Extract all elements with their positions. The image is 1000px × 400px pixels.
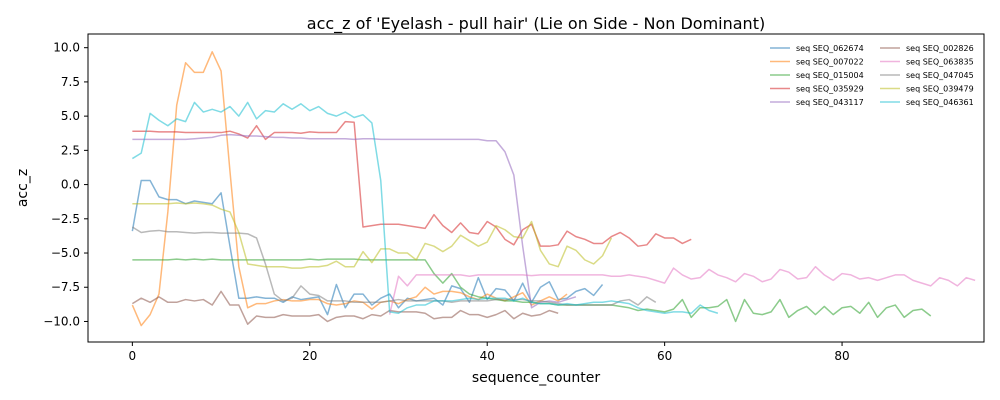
legend-label: seq SEQ_046361: [906, 98, 974, 107]
legend-label: seq SEQ_063835: [906, 58, 974, 67]
chart-title: acc_z of 'Eyelash - pull hair' (Lie on S…: [307, 14, 765, 34]
x-axis: 0 20 40 60 80: [129, 342, 850, 363]
y-tick-label: −2.5: [51, 212, 80, 226]
y-tick-label: −5.0: [51, 246, 80, 260]
legend-label: seq SEQ_015004: [796, 71, 864, 80]
series-line-8: [131, 226, 657, 306]
y-axis-label: acc_z: [15, 169, 31, 207]
legend-label: seq SEQ_043117: [796, 98, 864, 107]
legend-label: seq SEQ_002826: [906, 44, 974, 53]
x-tick-label: 0: [129, 349, 137, 363]
x-tick-label: 60: [657, 349, 672, 363]
y-tick-label: −7.5: [51, 280, 80, 294]
series-line-3: [132, 258, 932, 323]
y-axis: −10.0 −7.5 −5.0 −2.5 0.0 2.5 5.0 7.5 10.0: [43, 41, 88, 328]
series-line-4: [132, 120, 692, 247]
legend-label: seq SEQ_007022: [796, 58, 864, 67]
x-axis-label: sequence_counter: [472, 370, 601, 386]
series-line-9: [132, 202, 613, 269]
x-tick-label: 40: [480, 349, 495, 363]
y-tick-label: 0.0: [61, 178, 80, 192]
y-tick-label: 10.0: [53, 41, 80, 55]
y-tick-label: 5.0: [61, 109, 80, 123]
series-line-7: [388, 265, 976, 315]
legend-label: seq SEQ_039479: [906, 85, 974, 94]
plot-frame: [87, 33, 985, 343]
series-line-2: [131, 51, 568, 327]
plot-area: [131, 51, 976, 327]
legend-label: seq SEQ_047045: [906, 71, 974, 80]
x-tick-label: 80: [834, 349, 849, 363]
series-line-5: [132, 133, 577, 309]
y-tick-label: −10.0: [43, 314, 80, 328]
y-tick-label: 2.5: [61, 143, 80, 157]
x-tick-label: 20: [302, 349, 317, 363]
series-line-6: [131, 290, 559, 325]
legend-label: seq SEQ_035929: [796, 85, 864, 94]
series-line-1: [131, 179, 604, 316]
legend-label: seq SEQ_062674: [796, 44, 864, 53]
y-tick-label: 7.5: [61, 75, 80, 89]
series-line-10: [131, 101, 719, 314]
